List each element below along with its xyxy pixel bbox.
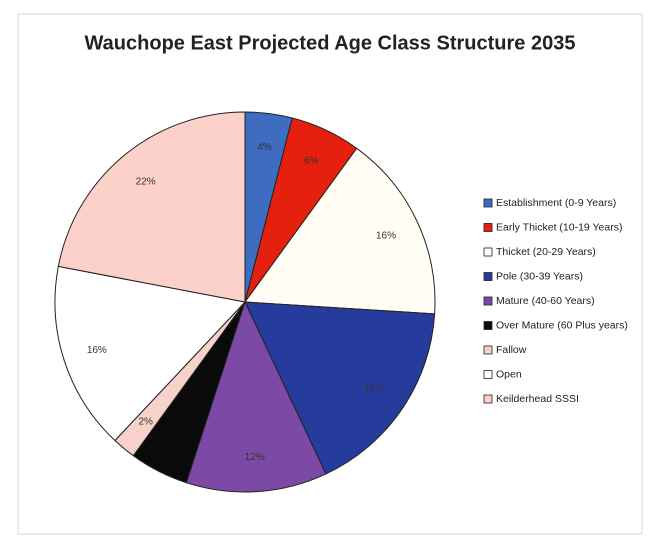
legend-label: Thicket (20-29 Years) [496, 246, 596, 258]
legend-label: Keilderhead SSSI [496, 393, 579, 405]
data-label: 16% [376, 230, 396, 241]
legend-label: Establishment (0-9 Years) [496, 197, 616, 209]
data-label: 6% [304, 156, 319, 167]
pie-slice [54, 265, 246, 442]
legend-label: Pole (30-39 Years) [496, 270, 583, 282]
data-label: 12% [245, 452, 265, 463]
legend-swatch [483, 247, 493, 257]
legend-label: Early Thicket (10-19 Years) [496, 221, 622, 233]
legend-label: Fallow [496, 344, 527, 356]
legend-swatch [483, 370, 493, 379]
legend-label: Over Mature (60 Plus years) [496, 319, 628, 331]
chart-title: Wauchope East Projected Age Class Struct… [85, 32, 576, 54]
data-label: 2% [138, 417, 153, 428]
legend-swatch [483, 345, 493, 355]
legend-swatch [483, 223, 493, 232]
pie-slice [57, 111, 246, 303]
legend-swatch [483, 296, 493, 306]
data-label: 4% [257, 142, 272, 153]
pie-slice [185, 300, 327, 493]
legend-swatch [483, 321, 493, 330]
pie-slice [244, 147, 436, 315]
data-label: 17% [364, 384, 384, 395]
legend-swatch [483, 272, 493, 281]
legend-label: Mature (40-60 Years) [496, 295, 595, 307]
legend-label: Open [496, 368, 522, 380]
pie-slice [244, 301, 436, 475]
legend-swatch [483, 198, 493, 208]
data-label: 22% [136, 177, 156, 188]
legend-swatch [483, 394, 493, 404]
data-label: 16% [87, 345, 107, 356]
